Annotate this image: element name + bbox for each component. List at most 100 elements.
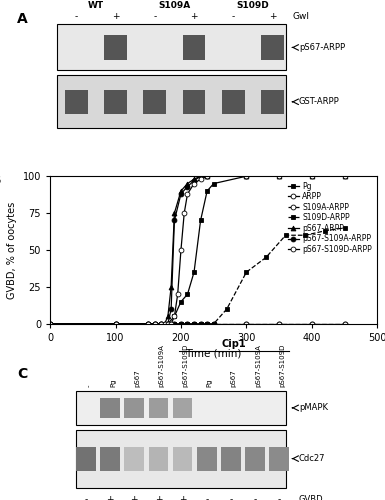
- S109A-ARPP: [152, 321, 157, 327]
- Line: ARPP: ARPP: [48, 322, 347, 326]
- Text: +: +: [106, 495, 114, 500]
- Text: Pg: Pg: [110, 379, 116, 388]
- pS67-S109D-ARPP: [182, 210, 186, 216]
- S109A-ARPP: [159, 321, 164, 327]
- ARPP: [244, 321, 249, 327]
- S109D-ARPP: [342, 225, 347, 231]
- Text: C: C: [17, 367, 28, 381]
- S109D-ARPP: [303, 232, 308, 238]
- pS67-ARPP: [277, 173, 281, 179]
- pS67-ARPP: [205, 173, 209, 179]
- Legend: Pg, ARPP, S109A-ARPP, S109D-ARPP, pS67-ARPP, pS67-S109A-ARPP, pS67-S109D-ARPP: Pg, ARPP, S109A-ARPP, S109D-ARPP, pS67-A…: [286, 180, 373, 255]
- Text: pS67-S109D: pS67-S109D: [279, 344, 285, 388]
- pS67-S109D-ARPP: [185, 191, 190, 197]
- Text: -: -: [232, 12, 235, 21]
- Pg: [211, 180, 216, 186]
- Pg: [310, 173, 314, 179]
- S109A-ARPP: [172, 321, 177, 327]
- Line: pS67-S109D-ARPP: pS67-S109D-ARPP: [48, 174, 347, 326]
- Bar: [245, 446, 265, 470]
- pS67-S109A-ARPP: [162, 321, 167, 327]
- Bar: [261, 36, 284, 60]
- Line: S109D-ARPP: S109D-ARPP: [48, 226, 347, 326]
- pS67-S109A-ARPP: [198, 173, 203, 179]
- Text: pS67-ARPP: pS67-ARPP: [299, 43, 345, 52]
- S109D-ARPP: [113, 321, 118, 327]
- Bar: [124, 446, 144, 470]
- Bar: [57, 24, 286, 70]
- pS67-S109D-ARPP: [179, 247, 183, 253]
- Text: -: -: [86, 385, 92, 388]
- Bar: [221, 446, 241, 470]
- Pg: [185, 292, 190, 298]
- S109A-ARPP: [205, 321, 209, 327]
- Text: pS67-S109D: pS67-S109D: [182, 344, 189, 388]
- pS67-S109D-ARPP: [166, 321, 170, 327]
- Pg: [179, 298, 183, 304]
- pS67-S109D-ARPP: [277, 173, 281, 179]
- pS67-ARPP: [244, 173, 249, 179]
- pS67-S109D-ARPP: [152, 321, 157, 327]
- pS67-ARPP: [310, 173, 314, 179]
- pS67-S109A-ARPP: [172, 218, 177, 224]
- ARPP: [211, 321, 216, 327]
- S109D-ARPP: [166, 321, 170, 327]
- Text: -: -: [153, 12, 156, 21]
- Pg: [159, 321, 164, 327]
- pS67-S109D-ARPP: [48, 321, 52, 327]
- Text: A: A: [17, 12, 28, 26]
- pS67-ARPP: [342, 173, 347, 179]
- Text: S109A: S109A: [158, 1, 191, 10]
- ARPP: [185, 321, 190, 327]
- Text: WT: WT: [88, 1, 104, 10]
- pS67-S109A-ARPP: [113, 321, 118, 327]
- S109A-ARPP: [244, 321, 249, 327]
- X-axis label: Time (min): Time (min): [186, 348, 242, 358]
- Text: +: +: [155, 495, 162, 500]
- Line: S109A-ARPP: S109A-ARPP: [48, 322, 347, 326]
- Text: +: +: [190, 12, 198, 21]
- S109D-ARPP: [48, 321, 52, 327]
- pS67-ARPP: [166, 314, 170, 320]
- pS67-ARPP: [192, 176, 196, 182]
- S109D-ARPP: [323, 228, 327, 234]
- S109A-ARPP: [48, 321, 52, 327]
- Text: pS67-S109A: pS67-S109A: [255, 344, 261, 388]
- ARPP: [172, 321, 177, 327]
- pS67-S109D-ARPP: [205, 173, 209, 179]
- pS67-S109D-ARPP: [169, 321, 173, 327]
- pS67-ARPP: [48, 321, 52, 327]
- pS67-ARPP: [146, 321, 151, 327]
- Bar: [76, 391, 286, 425]
- Text: -: -: [84, 495, 88, 500]
- Bar: [173, 398, 192, 417]
- Pg: [342, 173, 347, 179]
- pS67-S109D-ARPP: [172, 314, 177, 320]
- S109D-ARPP: [205, 321, 209, 327]
- Text: Pg: Pg: [207, 379, 213, 388]
- pS67-S109A-ARPP: [159, 321, 164, 327]
- S109D-ARPP: [192, 321, 196, 327]
- pS67-S109D-ARPP: [113, 321, 118, 327]
- S109A-ARPP: [211, 321, 216, 327]
- Y-axis label: GVBD, % of oocytes: GVBD, % of oocytes: [7, 202, 17, 298]
- Bar: [76, 430, 286, 488]
- Text: pMAPK: pMAPK: [299, 404, 328, 412]
- pS67-S109A-ARPP: [152, 321, 157, 327]
- ARPP: [198, 321, 203, 327]
- Text: +: +: [179, 495, 186, 500]
- Line: Pg: Pg: [48, 174, 347, 326]
- Bar: [149, 398, 168, 417]
- Text: S109D: S109D: [236, 1, 270, 10]
- pS67-S109D-ARPP: [198, 176, 203, 182]
- pS67-ARPP: [113, 321, 118, 327]
- Pg: [152, 321, 157, 327]
- ARPP: [48, 321, 52, 327]
- S109A-ARPP: [342, 321, 347, 327]
- S109D-ARPP: [152, 321, 157, 327]
- Bar: [76, 446, 96, 470]
- Text: pS67: pS67: [231, 370, 237, 388]
- Bar: [100, 446, 120, 470]
- Bar: [222, 90, 245, 114]
- pS67-S109A-ARPP: [169, 306, 173, 312]
